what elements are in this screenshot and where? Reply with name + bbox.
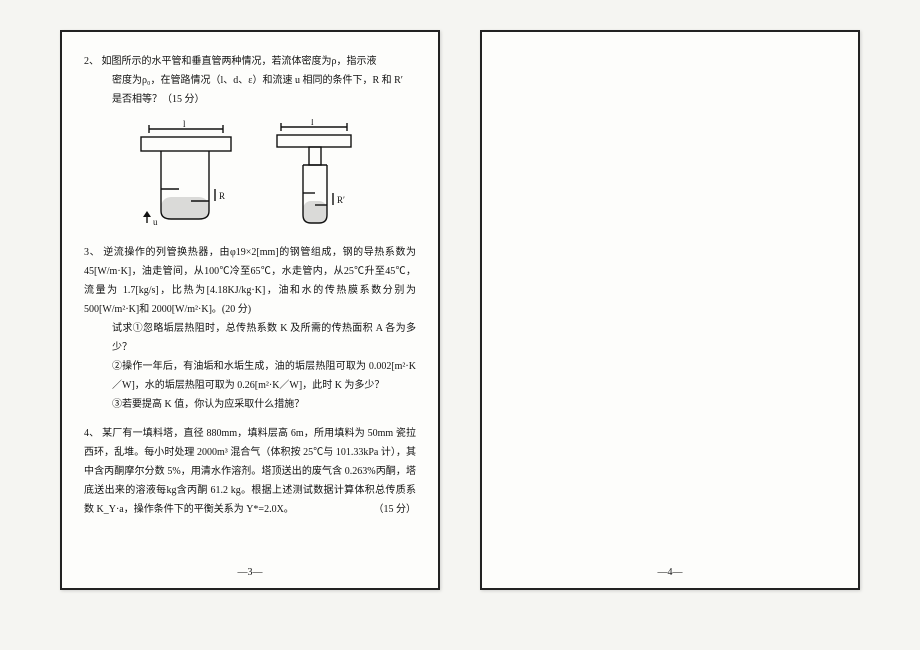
page-spread: 2、 如图所示的水平管和垂直管两种情况，若流体密度为ρ，指示液 密度为ρ₀，在管…	[0, 0, 920, 620]
label-u1: u	[153, 217, 158, 227]
left-page: 2、 如图所示的水平管和垂直管两种情况，若流体密度为ρ，指示液 密度为ρ₀，在管…	[60, 30, 440, 590]
q3-ask: 试求①忽略垢层热阻时，总传热系数 K 及所需的传热面积 A 各为多少？	[84, 319, 416, 357]
question-4: 4、 某厂有一填料塔，直径 880mm，填料层高 6m，所用填料为 50mm 瓷…	[84, 424, 416, 519]
left-page-number: —3—	[62, 563, 438, 582]
q3-sub2: ②操作一年后，有油垢和水垢生成，油的垢层热阻可取为 0.002[m²·K／W]，…	[84, 357, 416, 395]
right-page: —4—	[480, 30, 860, 590]
q2-line1: 如图所示的水平管和垂直管两种情况，若流体密度为ρ，指示液	[102, 56, 377, 67]
q4-number: 4、	[84, 428, 99, 439]
q3-sub3: ③若要提高 K 值，你认为应采取什么措施？	[84, 395, 416, 414]
q3-body: 逆流操作的列管换热器，由φ19×2[mm]的钢管组成，钢的导热系数为45[W/m…	[84, 247, 416, 315]
figure-horizontal-pipe: l R u	[131, 119, 241, 229]
q3-number: 3、	[84, 247, 100, 258]
label-r: R	[219, 191, 225, 201]
label-l: l	[183, 119, 186, 129]
q2-number: 2、	[84, 56, 99, 67]
q4-points: （15 分）	[374, 500, 417, 519]
question-2: 2、 如图所示的水平管和垂直管两种情况，若流体密度为ρ，指示液 密度为ρ₀，在管…	[84, 52, 416, 109]
label-l2: l	[311, 119, 314, 127]
figure-vertical-pipe: l R′	[259, 119, 369, 229]
q4-body: 某厂有一填料塔，直径 880mm，填料层高 6m，所用填料为 50mm 瓷拉西环…	[84, 428, 416, 515]
figures-row: l R u	[84, 119, 416, 229]
right-page-number: —4—	[482, 563, 858, 582]
question-3: 3、 逆流操作的列管换热器，由φ19×2[mm]的钢管组成，钢的导热系数为45[…	[84, 243, 416, 414]
label-rp: R′	[337, 195, 345, 205]
q2-line2: 密度为ρ₀，在管路情况（l、d、ε）和流速 u 相同的条件下，R 和 R′	[84, 71, 416, 90]
q2-line3: 是否相等？（15 分）	[84, 90, 416, 109]
